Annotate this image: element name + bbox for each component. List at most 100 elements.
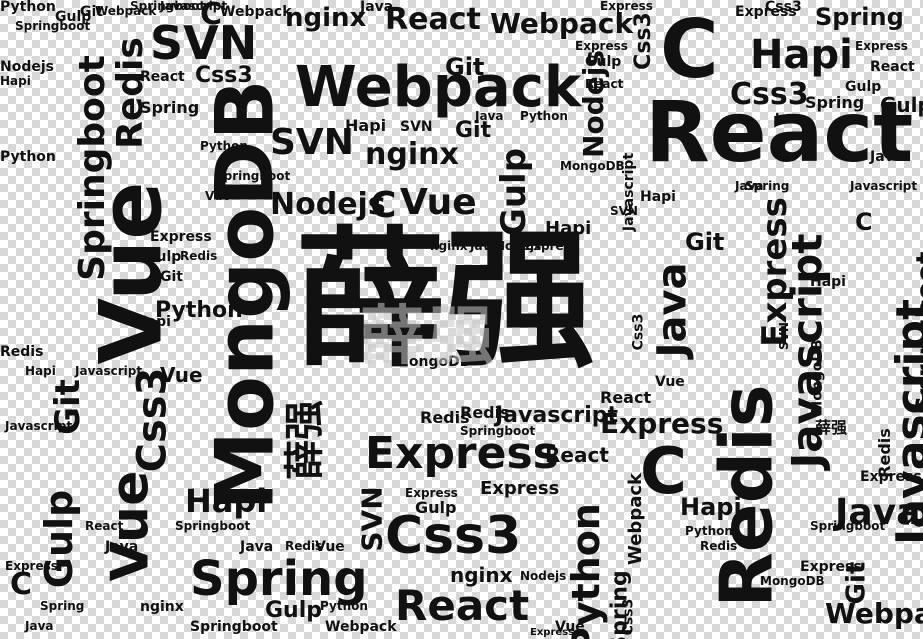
word-redis-small-2: Redis <box>180 249 218 263</box>
word-express-mid: Express <box>600 407 724 440</box>
word-hapi-small-5: Hapi <box>0 74 31 88</box>
word-redis-mid: Redis <box>109 37 151 149</box>
word-express-large: Express <box>365 428 559 479</box>
word-c-mid: C <box>640 435 687 509</box>
word-python-mid: Python <box>155 298 243 323</box>
word-gulp-small-6: Gulp <box>415 498 457 517</box>
word-vue-small-1: Vue <box>160 363 203 387</box>
word-redis-small-3: Redis <box>285 539 323 553</box>
word-gulp-small-4: Gulp <box>880 93 923 117</box>
word-python-small-4: Python <box>320 599 368 613</box>
word-mongodb-small-4: MongoDB <box>809 339 826 415</box>
word-css3-small-5: Css3 <box>630 313 647 351</box>
word-python-small-5: Python <box>685 524 733 538</box>
word-hapi-small-4: Hapi <box>25 364 56 378</box>
word-svn-large: SVN <box>150 16 258 70</box>
word-java-large: Java <box>649 262 696 358</box>
word-express-mid3: Express <box>480 478 560 499</box>
word-c-small-2: C <box>10 567 33 602</box>
word-css3-mid2: Css3 <box>730 77 809 112</box>
word-spring-mid: Spring <box>815 3 904 31</box>
word-redis-small-1: Redis <box>420 408 470 427</box>
word-git-small-1: Git <box>80 4 103 20</box>
word-springboot-small-4: Springboot <box>810 519 886 533</box>
word-xue-qiang-small-1: 薛强 <box>815 418 848 437</box>
word-xue-qiang: 薛强 <box>295 212 596 388</box>
word-spring-small-4: Spring <box>805 93 865 112</box>
word-java-small-2: Java <box>475 109 504 123</box>
word-springboot-small-5: Springboot <box>911 251 923 415</box>
word-react-mid: React <box>385 2 481 37</box>
word-javascript-mid: Javascript <box>495 403 619 428</box>
word-gulp-large: Gulp <box>37 489 82 589</box>
word-git-small-2: Git <box>455 118 492 143</box>
word-gulp-small-3: Gulp <box>145 249 182 265</box>
word-c-large: C <box>660 3 719 96</box>
word-express-small-10: Express <box>5 559 58 573</box>
word-nginx-small-1: nginx <box>430 239 468 253</box>
word-svn-small-2: SVN <box>610 204 638 218</box>
word-express-small-9: Express <box>600 0 653 13</box>
word-nodejs-small-2: Nodejs <box>520 569 567 583</box>
word-webpack-small-1: Webpack <box>95 4 157 18</box>
word-springboot-small-7: Springboot <box>15 19 91 33</box>
word-nginx-small-2: nginx <box>140 599 184 615</box>
word-springboot-small-3: Springboot <box>190 619 278 635</box>
word-css3-large: Css3 <box>385 506 522 566</box>
word-hapi-small-1: Hapi <box>345 116 387 135</box>
word-express-small-1: Express <box>575 39 628 53</box>
word-hapi-mid: Hapi <box>185 482 268 520</box>
word-css3-small-3: Css3 <box>765 0 802 15</box>
word-react-small-3: React <box>140 69 185 85</box>
word-nodejs: Nodejs <box>270 187 386 222</box>
word-webpack-small-4: Webpack <box>220 4 292 20</box>
word-hapi-large: Hapi <box>750 32 853 78</box>
word-java-mid: Java <box>835 492 921 533</box>
word-redis-small-7: Redis <box>460 403 510 422</box>
word-python-small-2: Python <box>520 109 568 123</box>
word-xue-qiang-mid: 薛强 <box>281 400 328 480</box>
word-hapi-mid3: Hapi <box>545 218 592 239</box>
word-nodejs-small-1: Nodejs <box>495 239 542 253</box>
word-gulp-small-2: Gulp <box>585 54 622 70</box>
word-hapi-mid2: Hapi <box>680 493 742 521</box>
word-python-small-6: Python <box>0 149 56 165</box>
word-javascript-small-3: Javascript <box>850 179 918 193</box>
word-react-small-2: React <box>545 443 609 467</box>
word-spring-small-5: Spring <box>745 179 790 193</box>
word-java-small-9: Java <box>735 179 764 193</box>
word-java-small-4: Java <box>240 539 274 555</box>
word-spring-large: Spring <box>190 551 368 607</box>
word-gulp-small-1: Gulp <box>55 9 92 25</box>
word-react-large: React <box>645 83 914 181</box>
word-nginx-mid: nginx <box>285 3 367 33</box>
word-hapi-small-3: Hapi <box>810 274 846 290</box>
word-springboot-small-2: Springboot <box>175 519 251 533</box>
word-express-small-11: Express <box>405 486 458 500</box>
word-webpack-mid2: Webpack <box>825 597 923 630</box>
word-vue-mid2: Vue <box>400 182 477 223</box>
word-mongodb-small-2: MongoDB <box>560 159 625 173</box>
word-webpack-small-3: Webpack <box>624 473 646 565</box>
word-webpack-large: Webpack <box>295 55 582 120</box>
word-java-small-8: Java <box>775 111 804 125</box>
word-mongodb-small-1: MongoDB <box>395 354 471 370</box>
word-webpack-small-2: Webpack <box>325 619 397 635</box>
word-redis-small-4: Redis <box>700 539 738 553</box>
word-express-small-8: Express <box>735 4 797 20</box>
word-python-small-1: Python <box>0 0 56 15</box>
word-vue-small-5: Vue <box>655 374 685 390</box>
word-vue-small-2: Vue <box>205 189 231 203</box>
word-express-small-3: Express <box>150 229 212 245</box>
word-hapi-small-6: Hapi <box>640 189 676 205</box>
word-javascript-small-4: Javascript <box>5 419 73 433</box>
word-nginx-small-3: nginx <box>450 563 513 587</box>
word-spring-small-1: Spring <box>140 98 200 117</box>
watermark-text: 薛强 <box>360 299 500 374</box>
word-springboot-small-9: Springboot <box>460 424 536 438</box>
word-c-small-3: C <box>855 208 873 236</box>
word-javascript-small-1: Javascript <box>621 152 638 232</box>
word-git-mid: Git <box>445 53 485 81</box>
word-redis-small-6: Redis <box>0 344 44 360</box>
word-java-small-3: Java <box>470 239 499 253</box>
